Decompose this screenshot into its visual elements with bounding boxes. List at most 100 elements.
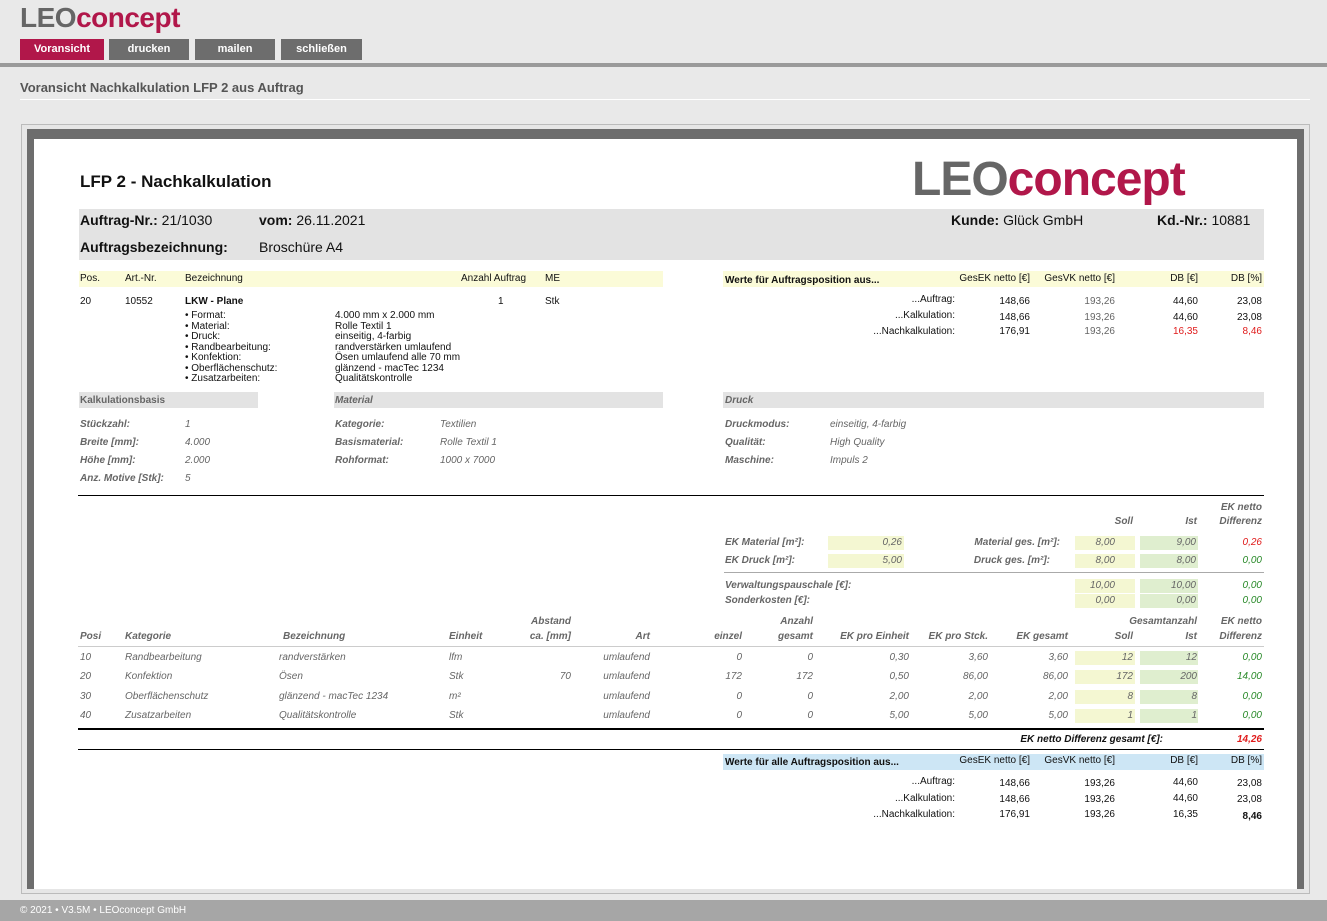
row-label: ...Kalkulation: [894,793,955,804]
summary-divider [78,749,1264,750]
kunden-nr: Kd.-Nr.: 10881 [1157,212,1251,228]
value-vk: 193,26 [1084,809,1115,820]
druck-ges-label: Druck ges. [m²]: [973,555,1050,566]
cell-ek-gesamt: 5,00 [1048,710,1068,721]
detail-key: • Randbearbeitung: [185,341,271,353]
ops-col-anzahl-2: gesamt [777,631,813,642]
auftrag-datum: vom: 26.11.2021 [259,212,366,228]
drucken-button[interactable]: drucken [109,39,189,60]
werte-all-title: Werte für alle Auftragsposition aus... [725,757,899,768]
material-key: Basismaterial: [335,437,404,448]
druck-soll-field [1075,554,1135,568]
col-dbp: DB [%] [1230,273,1262,284]
cell-kategorie: Randbearbeitung [125,652,202,663]
ops-col-abstand-2: ca. [mm] [529,631,571,642]
material-header-band [334,392,663,408]
cell-posi: 40 [80,710,92,721]
druck-diff: 0,00 [1242,555,1262,566]
value-ek: 148,66 [999,778,1030,789]
cell-ek-einheit: 0,30 [889,652,909,663]
cell-gesamt: 172 [796,671,813,682]
value-db: 44,60 [1172,777,1198,788]
doc-logo: LEOconcept [912,153,1186,206]
sonderkosten-label: Sonderkosten [€]: [725,595,811,606]
ops-col-posi: Posi [80,631,102,642]
ops-col-ist: Ist [1185,631,1197,642]
druck-value: High Quality [830,437,885,448]
artikel-name: LKW - Plane [185,296,244,307]
detail-key: • Druck: [185,331,221,342]
voransicht-button[interactable]: Voransicht [20,39,104,60]
cell-kategorie: Oberflächenschutz [125,691,209,702]
cell-ek-stck: 3,60 [968,652,988,663]
druck-ist-field [1140,554,1198,568]
artnr-value: 10552 [125,296,153,307]
druck-ist: 8,00 [1176,555,1196,566]
cell-einheit: Stk [449,710,464,721]
value-vk: 193,26 [1084,296,1115,307]
detail-value: glänzend - macTec 1234 [335,362,444,374]
value-dbp: 23,08 [1236,778,1262,789]
material-value: Textilien [440,419,477,430]
ops-total-divider [78,728,1264,730]
detail-value: Ösen umlaufend alle 70 mm [335,352,461,363]
basis-key: Breite [mm]: [80,437,139,448]
order-header-band [79,209,1264,260]
ops-col-diff-2: Differenz [1219,631,1262,642]
verwaltung-label: Verwaltungspauschale [€]: [725,580,852,591]
cell-art: umlaufend [603,691,650,702]
ek-druck-label: EK Druck [m²]: [725,555,796,566]
cell-art: umlaufend [603,671,650,682]
cell-ek-stck: 2,00 [968,691,988,702]
detail-value: Qualitätskontrolle [335,373,413,384]
row-label: ...Nachkalkulation: [873,326,955,337]
value-db: 44,60 [1172,312,1198,323]
werte-all-header-band [723,754,1264,770]
col-me: ME [545,273,560,284]
ek-soll-header: Soll [1114,516,1133,527]
cell-art: umlaufend [603,652,650,663]
druck-value: einseitig, 4-farbig [830,419,907,430]
value-ek: 176,91 [999,809,1030,820]
value-db: 16,35 [1172,326,1198,337]
cell-ek-einheit: 0,50 [889,671,909,682]
sonderkosten-ist-field [1140,594,1198,608]
cell-gesamt: 0 [807,691,813,702]
material-value: 1000 x 7000 [440,455,496,466]
heading-divider [20,99,1310,100]
value-dbp: 23,08 [1236,794,1262,805]
value-ek: 148,66 [999,794,1030,805]
cell-diff: 14,00 [1236,671,1262,682]
basis-value: 4.000 [185,437,211,448]
pos-value: 20 [80,296,92,307]
cell-kategorie: Zusatzarbeiten [125,710,192,721]
material-ist: 9,00 [1176,537,1196,548]
basis-value: 1 [185,419,191,430]
schliessen-button[interactable]: schließen [281,39,362,60]
material-key: Rohformat: [335,455,389,466]
cell-ek-stck: 5,00 [968,710,988,721]
value-vk: 193,26 [1084,778,1115,789]
mailen-button[interactable]: mailen [195,39,275,60]
all-col-db: DB [€] [1170,755,1198,766]
detail-key: • Konfektion: [185,352,242,363]
all-col-gesek: GesEK netto [€] [959,755,1030,766]
druck-key: Qualität: [725,437,766,448]
material-keys: Kategorie: Basismaterial: Rohformat: [335,416,403,470]
detail-key: • Oberflächenschutz: [185,362,278,374]
cell-ek-gesamt: 86,00 [1042,671,1068,682]
col-db: DB [€] [1170,273,1198,284]
row-label: ...Nachkalkulation: [873,809,955,820]
ops-col-ek-gesamt: EK gesamt [1016,631,1068,642]
material-ist-field [1140,536,1198,550]
cell-soll-field [1075,690,1135,704]
material-title: Material [335,395,373,406]
value-dbp: 8,46 [1242,811,1262,822]
value-vk: 193,26 [1084,794,1115,805]
cell-ist: 12 [1185,652,1197,663]
detail-value: 4.000 mm x 2.000 mm [335,310,435,321]
col-pos: Pos. [80,273,101,284]
cell-einheit: Stk [449,671,464,682]
cell-bezeichnung: glänzend - macTec 1234 [279,691,389,702]
cell-ek-gesamt: 2,00 [1048,691,1068,702]
